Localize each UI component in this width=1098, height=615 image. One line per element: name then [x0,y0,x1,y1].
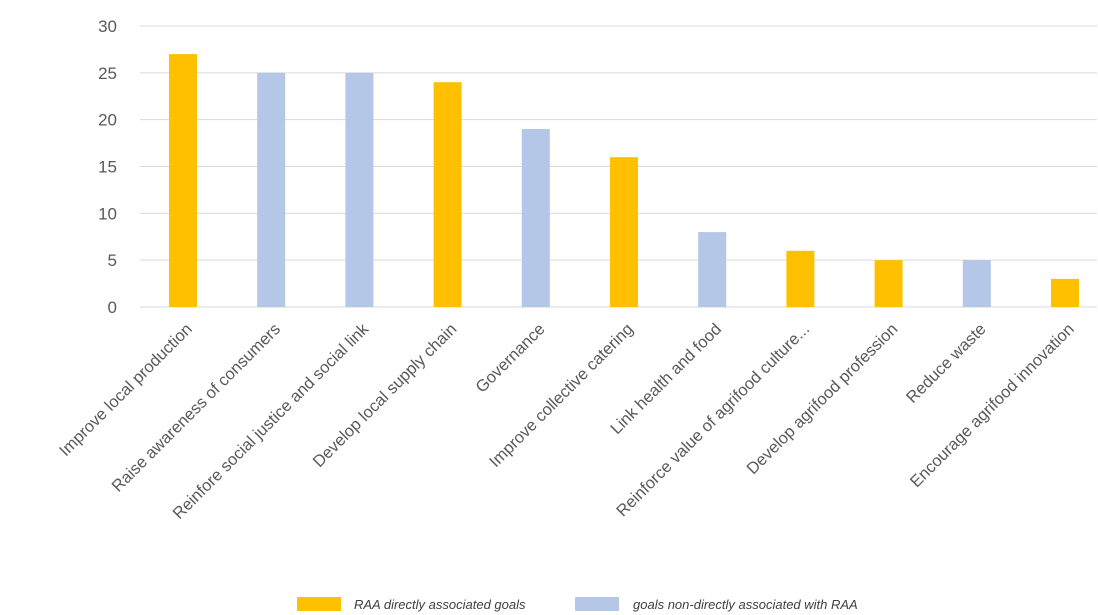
x-category-label: Improve collective catering [486,320,637,471]
y-tick-label: 15 [98,158,117,177]
y-tick-label: 5 [108,251,117,270]
y-tick-label: 25 [98,64,117,83]
x-category-label: Reinforce value of agrifood culture... [613,320,813,520]
bar-7 [698,232,727,307]
y-tick-label: 30 [98,17,117,36]
bar-9 [874,260,903,307]
bar-6 [610,157,638,307]
legend-swatch-direct [297,597,341,611]
y-tick-label: 10 [98,204,117,223]
legend-label-direct: RAA directly associated goals [354,597,526,612]
x-category-label: Reinfore social justice and social link [169,320,372,523]
bar-1 [169,54,197,307]
x-category-label: Develop agrifood profession [743,320,901,478]
bar-5 [521,129,550,307]
x-category-label: Encourage agrifood innovation [907,320,1078,491]
legend-swatch-indirect [575,597,619,611]
bar-11 [1051,278,1079,307]
y-axis-ticks: 0 5 10 15 20 25 30 [98,17,117,317]
x-category-label: Reduce waste [903,320,990,407]
legend: RAA directly associated goals goals non-… [297,597,858,612]
bars [169,54,1079,307]
bar-2 [257,72,286,307]
y-tick-label: 20 [98,111,117,130]
bar-10 [962,260,991,307]
legend-label-indirect: goals non-directly associated with RAA [633,597,858,612]
y-tick-label: 0 [108,298,117,317]
bar-3 [345,72,374,307]
x-category-label: Raise awareness of consumers [109,320,284,495]
bar-8 [786,250,815,307]
x-category-label: Governance [472,320,548,396]
bar-4 [433,82,462,307]
x-category-label: Develop local supply chain [310,320,461,471]
